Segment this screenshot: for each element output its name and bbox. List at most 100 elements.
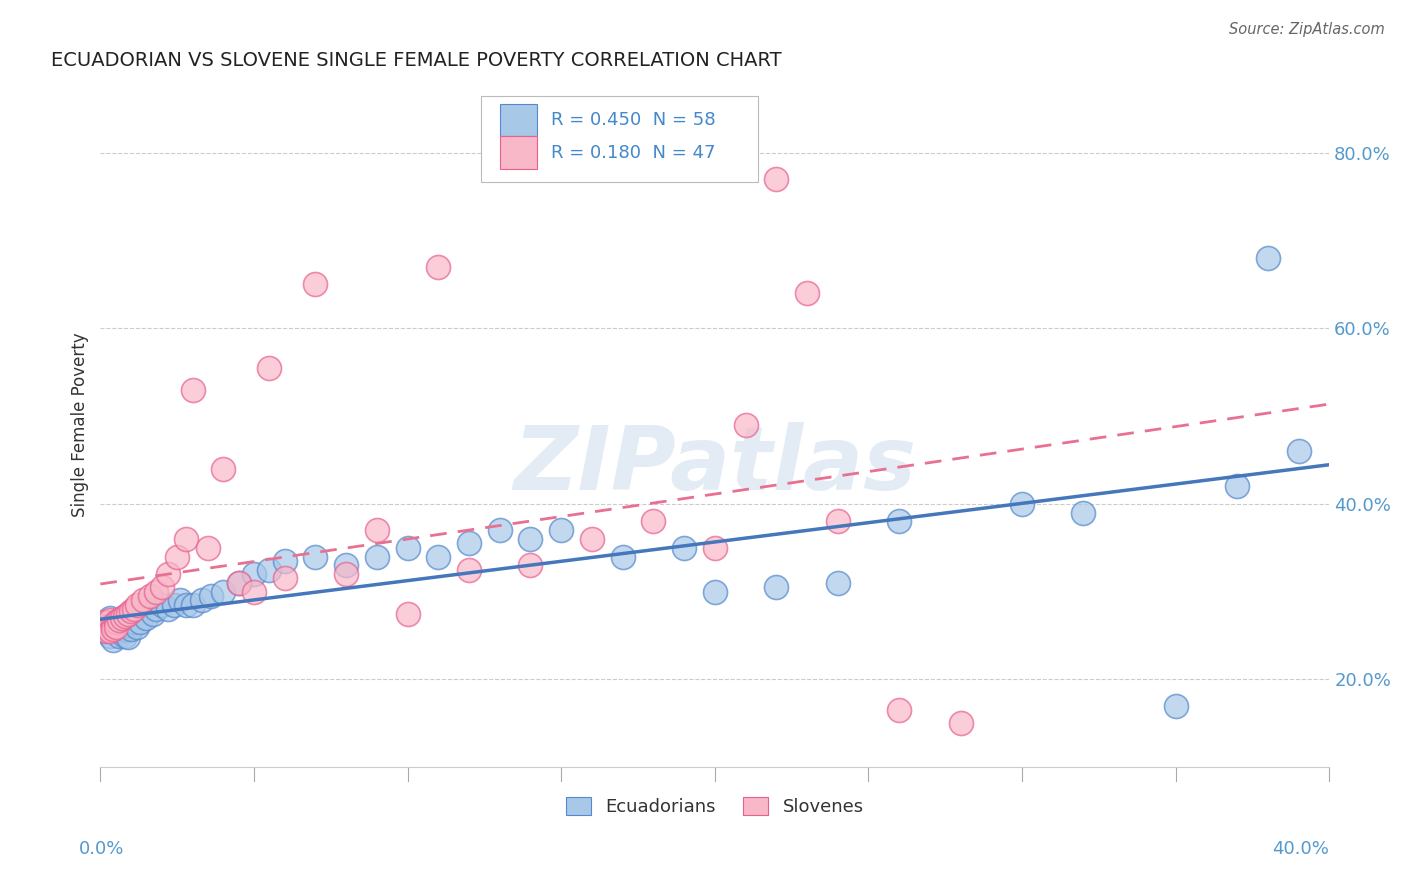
Point — [166, 549, 188, 564]
Point — [127, 620, 149, 634]
Point — [190, 593, 212, 607]
FancyBboxPatch shape — [499, 136, 537, 169]
Point — [827, 515, 849, 529]
Point — [259, 360, 281, 375]
Point — [335, 567, 357, 582]
Point — [1011, 497, 1033, 511]
Point — [117, 618, 139, 632]
Point — [138, 589, 160, 603]
Point — [1164, 698, 1187, 713]
Point — [114, 628, 136, 642]
Point — [1226, 479, 1249, 493]
Point — [212, 461, 235, 475]
Point — [228, 575, 250, 590]
Text: R = 0.180  N = 47: R = 0.180 N = 47 — [551, 144, 716, 161]
Point — [150, 580, 173, 594]
Point — [304, 277, 326, 292]
Point — [643, 515, 665, 529]
Point — [335, 558, 357, 573]
Point — [111, 624, 134, 639]
Point — [612, 549, 634, 564]
Point — [243, 584, 266, 599]
Point — [135, 611, 157, 625]
Point — [117, 630, 139, 644]
Point — [703, 541, 725, 555]
Point — [120, 604, 142, 618]
Text: Source: ZipAtlas.com: Source: ZipAtlas.com — [1229, 22, 1385, 37]
Point — [458, 536, 481, 550]
Point — [150, 598, 173, 612]
Point — [396, 541, 419, 555]
Point — [104, 620, 127, 634]
Point — [122, 602, 145, 616]
Point — [93, 622, 115, 636]
Point — [427, 549, 450, 564]
Point — [93, 615, 115, 630]
Legend: Ecuadorians, Slovenes: Ecuadorians, Slovenes — [558, 790, 872, 823]
Point — [96, 615, 118, 630]
Point — [156, 602, 179, 616]
Point — [181, 383, 204, 397]
Point — [581, 532, 603, 546]
Point — [889, 703, 911, 717]
Point — [145, 584, 167, 599]
Point — [673, 541, 696, 555]
Point — [427, 260, 450, 274]
Point — [101, 622, 124, 636]
Point — [176, 598, 198, 612]
Point — [114, 622, 136, 636]
Point — [550, 523, 572, 537]
Point — [519, 532, 541, 546]
Point — [273, 554, 295, 568]
Point — [889, 515, 911, 529]
Point — [396, 607, 419, 621]
Point — [304, 549, 326, 564]
Text: ECUADORIAN VS SLOVENE SINGLE FEMALE POVERTY CORRELATION CHART: ECUADORIAN VS SLOVENE SINGLE FEMALE POVE… — [51, 51, 782, 70]
Point — [228, 575, 250, 590]
Point — [101, 620, 124, 634]
Point — [111, 611, 134, 625]
Point — [93, 620, 115, 634]
Point — [96, 624, 118, 639]
Point — [101, 632, 124, 647]
Point — [169, 593, 191, 607]
Point — [163, 598, 186, 612]
Point — [243, 567, 266, 582]
Point — [1073, 506, 1095, 520]
Point — [104, 624, 127, 639]
Point — [107, 620, 129, 634]
Point — [519, 558, 541, 573]
FancyBboxPatch shape — [481, 96, 758, 182]
Point — [98, 613, 121, 627]
Point — [98, 624, 121, 639]
Point — [1288, 444, 1310, 458]
Point — [122, 615, 145, 630]
Point — [181, 598, 204, 612]
Point — [127, 598, 149, 612]
Point — [132, 593, 155, 607]
Point — [765, 580, 787, 594]
Point — [200, 589, 222, 603]
Point — [145, 602, 167, 616]
Point — [104, 615, 127, 630]
Point — [366, 549, 388, 564]
Point — [114, 609, 136, 624]
Point — [1257, 251, 1279, 265]
Point — [101, 618, 124, 632]
Point — [96, 620, 118, 634]
Point — [96, 624, 118, 639]
Point — [197, 541, 219, 555]
Text: ZIPatlas: ZIPatlas — [513, 423, 917, 509]
Point — [117, 607, 139, 621]
Point — [827, 575, 849, 590]
Point — [765, 172, 787, 186]
Point — [107, 628, 129, 642]
Point — [129, 615, 152, 630]
Point — [104, 615, 127, 630]
Text: 0.0%: 0.0% — [79, 840, 124, 858]
Point — [259, 563, 281, 577]
Point — [107, 613, 129, 627]
Point — [273, 572, 295, 586]
Point — [176, 532, 198, 546]
Point — [142, 607, 165, 621]
